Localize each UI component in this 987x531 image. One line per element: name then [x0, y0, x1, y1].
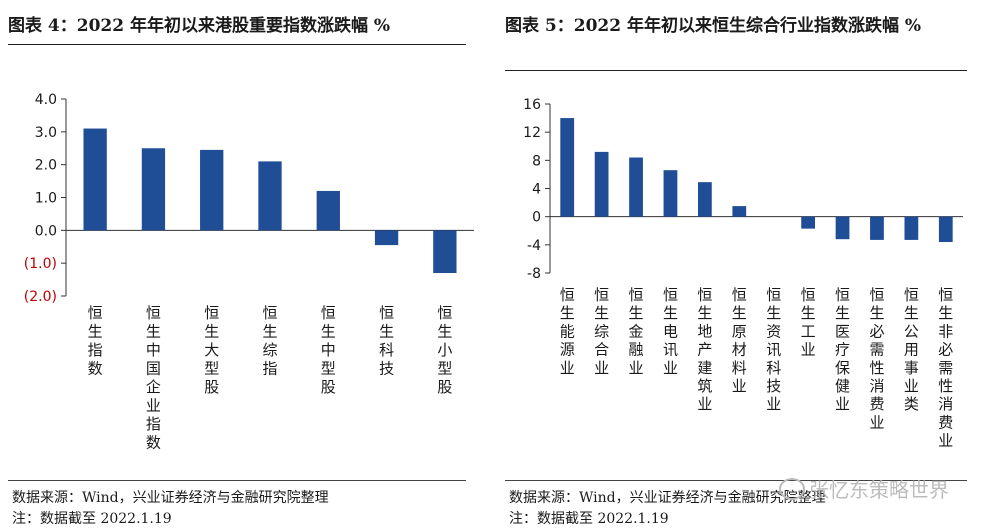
right-category-label: 恒生工业 [801, 286, 816, 359]
right-y-tick-label: 4 [532, 182, 541, 198]
left-y-tick-label: 2.0 [35, 158, 57, 174]
left-category-label: 恒生中型股 [321, 304, 336, 396]
left-y-tick-label: 3.0 [35, 125, 57, 141]
right-bar [560, 118, 575, 217]
wechat-icon [779, 478, 805, 500]
right-y-tick-label: -4 [527, 238, 541, 254]
right-bar [697, 182, 712, 217]
left-date-note: 注：数据截至 2022.1.19 [12, 511, 172, 527]
right-category-label: 恒生电讯业 [663, 286, 678, 377]
right-bar [938, 216, 953, 243]
right-bar [594, 151, 609, 217]
left-bar [374, 230, 399, 246]
left-figure-panel: 图表 4：2022 年年初以来港股重要指数涨跌幅 % 4.0 3.0 2.0 1.0 0… [0, 0, 480, 531]
left-bar [258, 161, 282, 231]
right-category-label: 恒生原材料业 [732, 286, 747, 395]
right-figure-panel: 图表 5：2022 年年初以来恒生综合行业指数涨跌幅 % 16 12 8 4 0 -4 -8… [497, 0, 987, 531]
right-y-tick-label: 12 [523, 125, 541, 141]
left-category-label: 恒生科技 [379, 304, 394, 378]
left-bar-chart: 4.0 3.0 2.0 1.0 0.0 (1.0) (2.0) 恒生指数 恒生中国企业指数 恒生大… [24, 92, 474, 452]
right-bar [870, 216, 884, 240]
right-bar [663, 170, 678, 217]
left-bar [141, 148, 166, 231]
right-category-label: 恒生综合业 [594, 286, 609, 377]
left-source-note: 数据来源：Wind，兴业证券经济与金融研究院整理 [12, 490, 329, 506]
left-y-tick-label: 4.0 [35, 92, 57, 108]
watermark: 张忆东策略世界 [779, 474, 949, 503]
left-y-tick-label: 1.0 [35, 191, 57, 207]
left-y-tick-label: (1.0) [24, 256, 57, 272]
left-y-tick-label: 0.0 [35, 223, 57, 239]
right-bar-chart: 16 12 8 4 0 -4 -8 恒生能源业 恒生综合业 恒生金融业 恒生电讯业 恒生地产建筑业 恒生… [523, 97, 963, 450]
left-category-label: 恒生中国企业指数 [146, 304, 161, 452]
right-bar [835, 216, 850, 240]
left-category-label: 恒生综指 [262, 304, 277, 378]
right-category-label: 恒生非必需性消费业 [938, 286, 953, 450]
left-category-label: 恒生小型股 [437, 304, 452, 396]
right-figure-title: 图表 5：2022 年年初以来恒生综合行业指数涨跌幅 % [505, 16, 922, 36]
right-y-tick-label: -8 [527, 266, 541, 282]
right-y-tick-label: 16 [523, 97, 541, 113]
right-category-label: 恒生资讯科技业 [766, 286, 781, 413]
left-bar [316, 190, 340, 231]
left-footer-rule [8, 480, 466, 481]
left-bar [83, 128, 107, 231]
left-category-label: 恒生大型股 [204, 304, 219, 396]
right-category-label: 恒生能源业 [560, 286, 575, 377]
right-bar [732, 206, 747, 217]
right-footer-rule [505, 480, 967, 481]
watermark-text: 张忆东策略世界 [809, 478, 949, 502]
right-date-note: 注：数据截至 2022.1.19 [509, 511, 669, 527]
right-bar [629, 157, 643, 217]
right-bar [801, 216, 816, 229]
left-title-rule [8, 44, 466, 45]
left-category-label: 恒生指数 [88, 304, 103, 378]
right-y-tick-label: 8 [532, 153, 541, 169]
right-title-rule [505, 70, 967, 71]
right-y-tick-label: 0 [532, 210, 541, 226]
left-y-tick-label: (2.0) [24, 289, 57, 305]
right-source-note: 数据来源：Wind，兴业证券经济与金融研究院整理 [509, 490, 826, 506]
right-category-label: 恒生公用事业类 [904, 286, 919, 413]
right-category-label: 恒生医疗保健业 [835, 286, 850, 413]
right-category-label: 恒生必需性消费业 [869, 286, 884, 431]
left-bar [200, 149, 224, 231]
left-figure-title: 图表 4：2022 年年初以来港股重要指数涨跌幅 % [8, 16, 391, 36]
right-category-label: 恒生地产建筑业 [697, 286, 712, 413]
right-category-label: 恒生金融业 [629, 286, 644, 377]
right-bar [904, 216, 919, 240]
left-bar [433, 230, 457, 274]
